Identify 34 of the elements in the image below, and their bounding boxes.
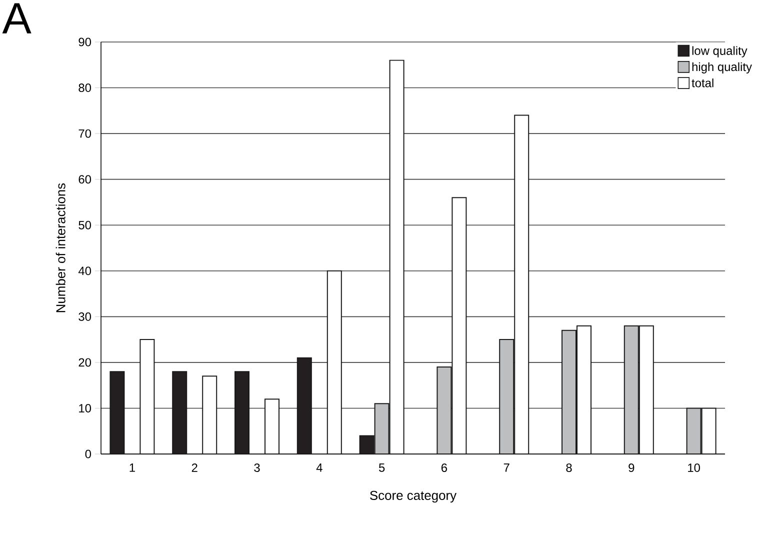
text: A bbox=[2, 3, 32, 34]
x-tick-label: 8 bbox=[566, 464, 572, 472]
bar bbox=[172, 371, 188, 454]
bar bbox=[296, 357, 312, 454]
bar bbox=[326, 270, 342, 454]
bar bbox=[110, 371, 125, 454]
x-tick-label: 2 bbox=[192, 464, 198, 472]
y-tick-label: 90 bbox=[78, 38, 92, 46]
x-tick-label: 7 bbox=[504, 464, 510, 472]
y-tick-label: 50 bbox=[78, 220, 92, 230]
y-tick-label: 60 bbox=[78, 175, 92, 184]
x-tick-label: 6 bbox=[441, 464, 448, 472]
x-tick-label: 3 bbox=[254, 464, 260, 472]
y-tick-label: 70 bbox=[78, 129, 92, 138]
y-tick-label: 0 bbox=[85, 450, 92, 458]
bar bbox=[140, 339, 155, 454]
x-tick-label: 10 bbox=[688, 464, 700, 472]
legend-label: high quality bbox=[692, 62, 752, 74]
y-axis-title: Number of interactions bbox=[56, 183, 66, 312]
y-tick-label: 80 bbox=[78, 84, 92, 92]
legend-label: low quality bbox=[692, 46, 748, 58]
legend-label: total bbox=[692, 78, 714, 88]
bar bbox=[234, 371, 250, 454]
bar bbox=[202, 376, 218, 454]
x-axis-title: Score category bbox=[370, 490, 457, 503]
y-tick-label: 10 bbox=[79, 404, 92, 412]
y-tick-label: 20 bbox=[78, 358, 92, 367]
x-tick-label: 4 bbox=[316, 464, 322, 472]
y-tick-label: 40 bbox=[78, 266, 92, 276]
x-tick-label: 5 bbox=[378, 464, 385, 472]
bar bbox=[264, 398, 280, 454]
y-tick-label: 30 bbox=[78, 312, 92, 321]
x-tick-label: 9 bbox=[628, 464, 634, 472]
x-tick-label: 1 bbox=[130, 464, 135, 472]
